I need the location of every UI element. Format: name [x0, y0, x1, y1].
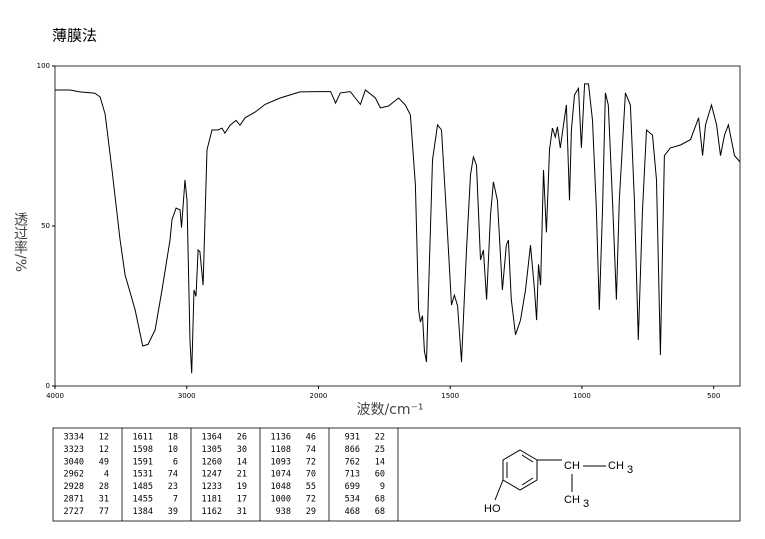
peak-transmittance: 25: [375, 445, 385, 455]
peak-wavenumber: 1108: [271, 445, 291, 455]
peak-transmittance: 28: [99, 482, 109, 492]
spectrum-line: [55, 83, 741, 374]
peak-wavenumber: 3334: [64, 433, 84, 443]
peak-wavenumber: 1181: [202, 495, 222, 505]
peak-transmittance: 77: [99, 507, 109, 517]
methyl-subscript: 3: [583, 498, 589, 510]
peak-wavenumber: 2962: [64, 470, 84, 480]
peak-wavenumber: 1598: [133, 445, 153, 455]
peak-transmittance: 74: [306, 445, 316, 455]
peak-transmittance: 4: [104, 470, 109, 480]
peak-transmittance: 14: [237, 457, 247, 467]
peak-transmittance: 22: [375, 433, 385, 443]
peak-transmittance: 46: [306, 433, 316, 443]
peak-wavenumber: 2727: [64, 507, 84, 517]
peak-transmittance: 26: [237, 433, 247, 443]
peak-wavenumber: 931: [345, 433, 360, 443]
peak-transmittance: 31: [99, 495, 109, 505]
peak-wavenumber: 534: [345, 495, 360, 505]
x-tick-label: 3000: [178, 392, 196, 400]
y-tick-label: 50: [41, 222, 50, 230]
peak-wavenumber: 1136: [271, 433, 291, 443]
peak-wavenumber: 1305: [202, 445, 222, 455]
peak-wavenumber: 3323: [64, 445, 84, 455]
peak-wavenumber: 2928: [64, 482, 84, 492]
structure-bonds: [494, 449, 606, 501]
methyl-label: CH: [564, 494, 580, 506]
methyl-label: CH: [608, 460, 624, 472]
peak-transmittance: 55: [306, 482, 316, 492]
peak-wavenumber: 468: [345, 507, 360, 517]
peak-wavenumber: 1162: [202, 507, 222, 517]
peak-transmittance: 49: [99, 457, 109, 467]
peak-transmittance: 10: [168, 445, 178, 455]
peak-transmittance: 70: [306, 470, 316, 480]
peak-transmittance: 9: [380, 482, 385, 492]
y-axis-label: 透过率/%: [12, 212, 28, 272]
peak-transmittance: 68: [375, 495, 385, 505]
peak-transmittance: 23: [168, 482, 178, 492]
peak-transmittance: 21: [237, 470, 247, 480]
peak-wavenumber: 1247: [202, 470, 222, 480]
peak-transmittance: 68: [375, 507, 385, 517]
peak-wavenumber: 2871: [64, 495, 84, 505]
peak-transmittance: 30: [237, 445, 247, 455]
chart-title: 薄膜法: [52, 27, 97, 45]
peak-transmittance: 7: [173, 495, 178, 505]
peak-wavenumber: 1000: [271, 495, 291, 505]
peak-transmittance: 12: [99, 445, 109, 455]
peak-transmittance: 19: [237, 482, 247, 492]
peak-transmittance: 12: [99, 433, 109, 443]
methyl-subscript: 3: [627, 464, 633, 476]
peak-wavenumber: 1260: [202, 457, 222, 467]
plot-frame: [54, 65, 741, 387]
x-tick-label: 1000: [573, 392, 591, 400]
peak-wavenumber: 1048: [271, 482, 291, 492]
methine-label: CH: [564, 460, 580, 472]
peak-transmittance: 14: [375, 457, 385, 467]
y-tick-label: 100: [37, 62, 50, 70]
y-tick-label: 0: [46, 382, 50, 390]
peak-table-frame: [52, 427, 741, 522]
peak-wavenumber: 699: [345, 482, 360, 492]
peak-wavenumber: 1455: [133, 495, 153, 505]
peak-wavenumber: 1531: [133, 470, 153, 480]
peak-transmittance: 18: [168, 433, 178, 443]
hydroxyl-label: HO: [484, 503, 501, 515]
x-tick-label: 2000: [310, 392, 328, 400]
peak-transmittance: 74: [168, 470, 178, 480]
x-tick-label: 500: [707, 392, 720, 400]
x-axis-label: 波数/cm⁻¹: [356, 402, 423, 418]
x-tick-label: 1500: [441, 392, 459, 400]
peak-wavenumber: 1485: [133, 482, 153, 492]
peak-transmittance: 17: [237, 495, 247, 505]
peak-transmittance: 39: [168, 507, 178, 517]
peak-wavenumber: 713: [345, 470, 360, 480]
peak-wavenumber: 1384: [133, 507, 153, 517]
peak-wavenumber: 1074: [271, 470, 291, 480]
peak-wavenumber: 762: [345, 457, 360, 467]
peak-wavenumber: 866: [345, 445, 360, 455]
peak-wavenumber: 1591: [133, 457, 153, 467]
peak-transmittance: 29: [306, 507, 316, 517]
peak-wavenumber: 3040: [64, 457, 84, 467]
peak-transmittance: 31: [237, 507, 247, 517]
peak-transmittance: 72: [306, 457, 316, 467]
peak-wavenumber: 1233: [202, 482, 222, 492]
peak-transmittance: 6: [173, 457, 178, 467]
peak-wavenumber: 938: [276, 507, 291, 517]
peak-wavenumber: 1611: [133, 433, 153, 443]
peak-transmittance: 60: [375, 470, 385, 480]
peak-wavenumber: 1093: [271, 457, 291, 467]
peak-wavenumber: 1364: [202, 433, 222, 443]
peak-transmittance: 72: [306, 495, 316, 505]
x-tick-label: 4000: [46, 392, 64, 400]
